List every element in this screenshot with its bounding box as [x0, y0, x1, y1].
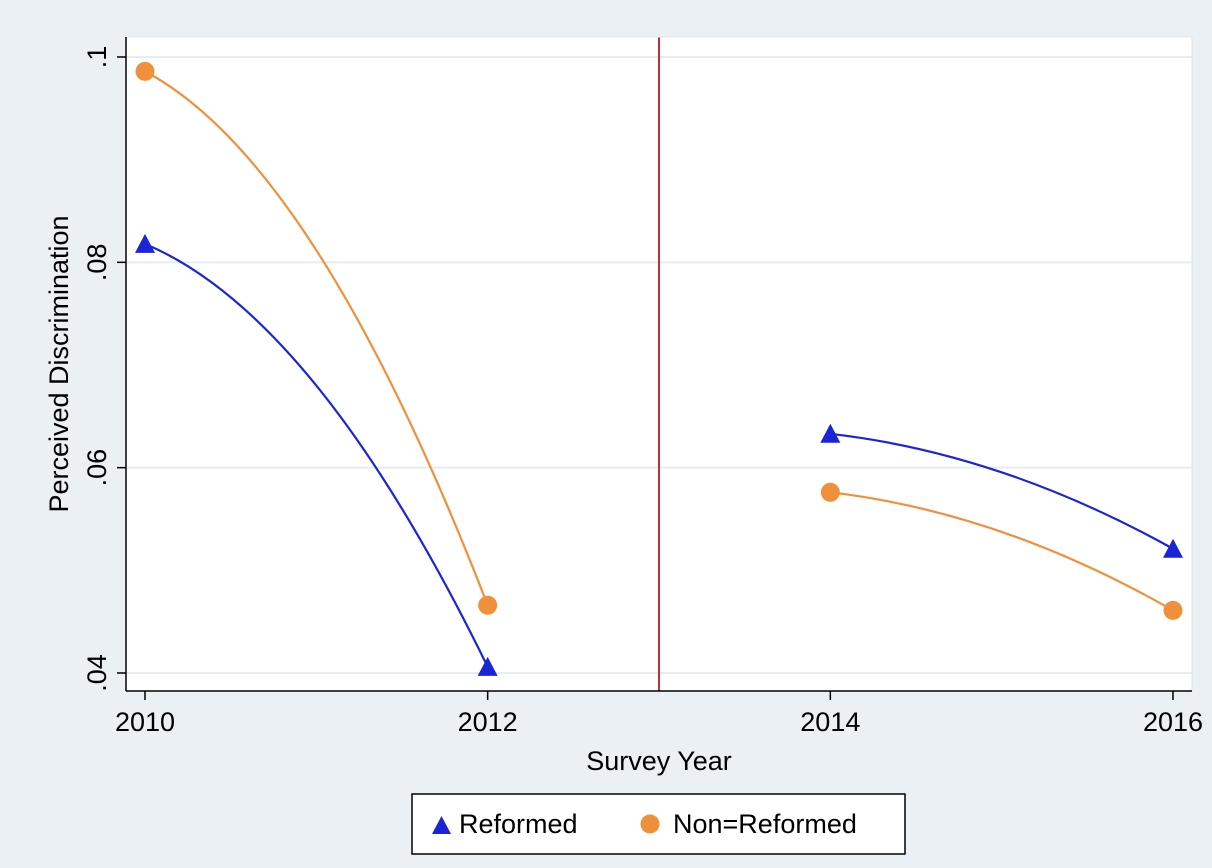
legend-label-reformed: Reformed [459, 809, 578, 839]
y-tick-label-3: .1 [82, 46, 112, 69]
reformed-point-1 [477, 656, 498, 676]
non-reformed-fit-line-1 [830, 491, 1174, 612]
x-axis-title: Survey Year [586, 746, 732, 776]
y-tick-label-1: .06 [82, 449, 112, 487]
y-tick-label-2: .08 [82, 244, 112, 282]
legend: Reformed Non=Reformed [411, 793, 906, 855]
x-tick-label-2: 2014 [800, 707, 860, 737]
x-tick-label-3: 2016 [1143, 707, 1203, 737]
legend-label-non-reformed: Non=Reformed [673, 809, 857, 839]
non-reformed-fit-line-0 [144, 70, 489, 606]
series-layer [135, 61, 1183, 676]
reformed-point-0 [135, 233, 155, 253]
non-reformed-point-0 [135, 61, 155, 81]
reformed-point-3 [1163, 538, 1183, 558]
reformed-point-2 [820, 423, 841, 443]
x-tick-label-0: 2010 [115, 707, 175, 737]
axes: .04 .06 .08 .1 2010 2012 2014 2016 [82, 36, 1203, 737]
y-axis-title: Perceived Discrimination [44, 215, 74, 512]
x-tick-label-1: 2012 [458, 707, 518, 737]
y-tick-label-0: .04 [82, 654, 112, 692]
non-reformed-point-3 [1163, 600, 1183, 620]
non-reformed-point-2 [820, 482, 840, 502]
legend-marker-reformed [432, 816, 451, 834]
reformed-fit-line-1 [830, 432, 1174, 550]
non-reformed-point-1 [478, 595, 498, 615]
legend-marker-non-reformed [640, 814, 660, 834]
reformed-fit-line-0 [144, 242, 489, 668]
